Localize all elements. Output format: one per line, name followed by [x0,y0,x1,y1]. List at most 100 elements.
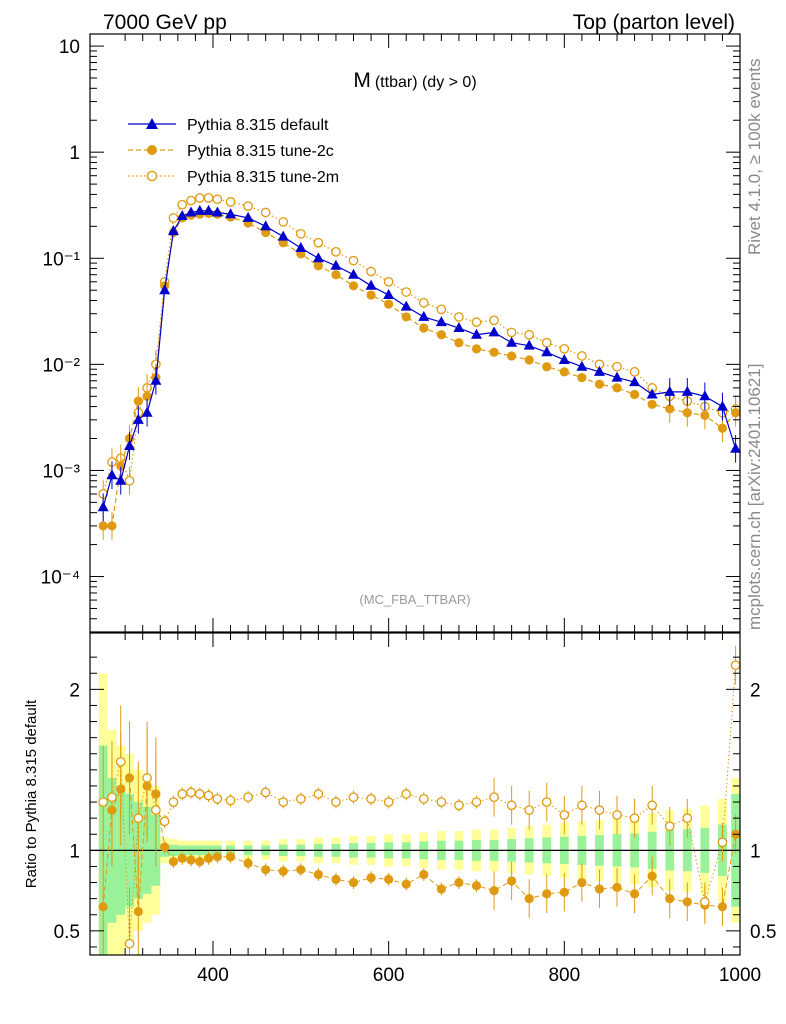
main-y-tick-label: 10 [59,37,80,58]
ratio-point-tune-2m [577,800,587,811]
ratio-point-tune-2m [177,789,188,799]
data-point-default [225,208,237,219]
data-point-tune-2m [124,475,135,486]
data-point-default [629,376,641,387]
ratio-point-tune-2m [124,938,135,949]
ratio-point-tune-2c [186,855,196,865]
main-y-tick-label: 10⁻³ [43,461,81,482]
ratio-point-tune-2c [507,876,517,886]
data-point-default [506,336,518,347]
data-point-tune-2c [700,410,710,421]
data-point-default [159,284,171,295]
ratio-point-tune-2m [348,792,359,803]
ratio-point-tune-2m [418,793,429,804]
data-point-tune-2m [629,366,640,377]
ratio-point-tune-2c [436,884,446,894]
data-point-tune-2m [454,312,464,322]
ratio-point-tune-2m [107,792,117,803]
data-point-tune-2c [401,312,411,322]
rivet-label: Rivet 4.1.0, ≥ 100k events [745,59,764,255]
data-point-tune-2m [383,276,394,287]
ratio-point-tune-2m [295,793,306,804]
data-point-default [330,259,342,270]
ratio-point-tune-2c [296,865,306,875]
analysis-watermark: (MC_FBA_TTBAR) [359,592,470,607]
ratio-y-tick-label-right: 1 [750,841,761,862]
ratio-uncertainty-bands [90,673,740,955]
x-tick-label: 1000 [719,965,761,986]
legend-entry-tune-2m: Pythia 8.315 tune-2m [128,169,339,186]
ratio-point-tune-2m [313,789,324,799]
data-point-default [242,211,254,222]
data-point-default [488,326,500,337]
data-point-default [400,300,412,311]
ratio-point-tune-2c [278,866,288,876]
ratio-point-tune-2c [419,869,429,880]
ratio-point-tune-2m [331,797,341,807]
plot-title: M (ttbar) (dy > 0) [353,69,476,92]
data-point-tune-2c [133,396,143,406]
data-point-tune-2c [612,383,622,393]
ratio-point-tune-2c [160,842,170,852]
ratio-point-tune-2c [212,852,222,862]
data-point-tune-2m [401,287,412,297]
series-line-open-circle [102,197,736,495]
x-tick-label: 800 [548,965,580,986]
data-point-tune-2m [295,228,306,239]
ratio-point-tune-2m [730,660,741,671]
ratio-point-tune-2m [489,792,499,803]
legend-entry-default: Pythia 8.315 default [128,117,329,134]
data-point-tune-2m [612,361,622,372]
legend: Pythia 8.315 default Pythia 8.315 tune-2… [128,117,339,186]
plot-title-sub: (ttbar) (dy > 0) [375,74,477,91]
ratio-point-tune-2m [717,837,728,848]
ratio-y-tick-label-left: 1 [69,841,80,862]
ratio-point-tune-2m [700,897,710,907]
ratio-point-tune-2c [384,874,394,884]
ratio-point-tune-2c [195,857,205,867]
data-point-default [277,230,289,241]
ratio-point-tune-2c [559,887,569,897]
data-point-default [194,204,206,215]
ratio-point-tune-2m [629,813,640,824]
data-point-default [167,225,179,236]
main-plot-frame [89,33,741,633]
legend-label-tune-2c: Pythia 8.315 tune-2c [187,143,334,160]
data-point-tune-2c [665,404,675,414]
ratio-point-tune-2m [243,792,253,803]
ratio-point-tune-2m [383,797,394,807]
data-point-default [124,439,136,450]
main-y-tick-label: 10⁻¹ [43,249,81,270]
data-point-default [523,339,535,350]
ratio-point-tune-2c [401,879,411,889]
data-point-tune-2m [186,195,196,206]
data-point-default [141,406,153,417]
data-point-default [664,385,676,396]
x-tick-label: 600 [373,965,405,986]
data-point-tune-2c [717,423,728,433]
ratio-plot-frame [89,632,741,956]
data-point-tune-2c [142,391,152,401]
ratio-series-line-open-circle [102,665,737,944]
ratio-point-tune-2m [151,805,161,815]
ratio-point-tune-2m [98,797,109,807]
data-point-default [470,328,482,339]
ratio-point-tune-2m [524,805,535,815]
data-point-default [185,206,197,217]
data-point-default [418,310,430,321]
x-tick-label: 400 [197,965,229,986]
data-point-tune-2m [243,201,253,211]
ratio-point-tune-2m [212,793,223,804]
data-point-tune-2m [489,315,499,326]
ratio-point-tune-2c [577,877,587,888]
ratio-point-tune-2c [331,874,341,884]
data-point-default [541,346,553,357]
data-point-tune-2m [506,327,517,338]
data-point-tune-2c [731,408,741,418]
data-point-tune-2c [542,362,552,372]
main-plot-axes: 10 1 10⁻¹ 10⁻² 10⁻³ 10⁻⁴ [41,34,741,633]
data-point-tune-2m [471,317,482,327]
ratio-point-tune-2c [665,894,675,904]
ratio-point-tune-2c [717,902,728,912]
